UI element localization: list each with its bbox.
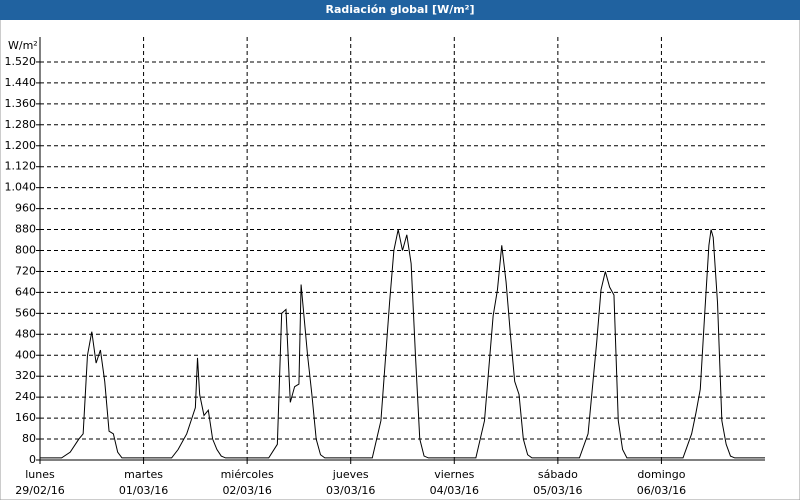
x-tick-label: miércoles	[221, 468, 274, 481]
x-tick-date: 02/03/16	[222, 484, 271, 497]
x-tick-date: 06/03/16	[637, 484, 686, 497]
y-tick-label: 1.200	[5, 139, 37, 152]
y-tick-label: 1.120	[5, 160, 37, 173]
y-tick-label: 80	[22, 432, 36, 445]
x-tick-date: 03/03/16	[326, 484, 375, 497]
y-tick-label: 480	[15, 327, 36, 340]
y-tick-label: 560	[15, 306, 36, 319]
x-tick-date: 05/03/16	[533, 484, 582, 497]
line	[40, 229, 765, 459]
y-tick-label: 1.280	[5, 118, 37, 131]
y-tick-label: 400	[15, 348, 36, 361]
x-tick-date: 01/03/16	[119, 484, 168, 497]
y-tick-label: 720	[15, 264, 36, 277]
y-tick-label: 1.440	[5, 76, 37, 89]
x-tick-label: sábado	[538, 468, 578, 481]
x-tick-date: 29/02/16	[15, 484, 64, 497]
chart-title: Radiación global [W/m²]	[325, 3, 474, 16]
x-tick-label: jueves	[332, 468, 369, 481]
x-tick-label: martes	[124, 468, 163, 481]
y-tick-label: 160	[15, 411, 36, 424]
title-bar	[0, 0, 800, 20]
y-tick-label: 880	[15, 223, 36, 236]
y-axis-label: W/m²	[8, 39, 38, 52]
y-tick-label: 800	[15, 244, 36, 257]
x-tick-label: viernes	[434, 468, 474, 481]
y-tick-label: 1.520	[5, 55, 37, 68]
y-tick-label: 1.040	[5, 181, 37, 194]
y-tick-label: 0	[29, 453, 36, 466]
y-tick-label: 1.360	[5, 97, 37, 110]
x-tick-label: domingo	[637, 468, 685, 481]
x-tick-date: 04/03/16	[430, 484, 479, 497]
y-tick-label: 240	[15, 390, 36, 403]
y-tick-label: 640	[15, 285, 36, 298]
y-tick-label: 320	[15, 369, 36, 382]
x-tick-label: lunes	[25, 468, 55, 481]
y-tick-label: 960	[15, 202, 36, 215]
